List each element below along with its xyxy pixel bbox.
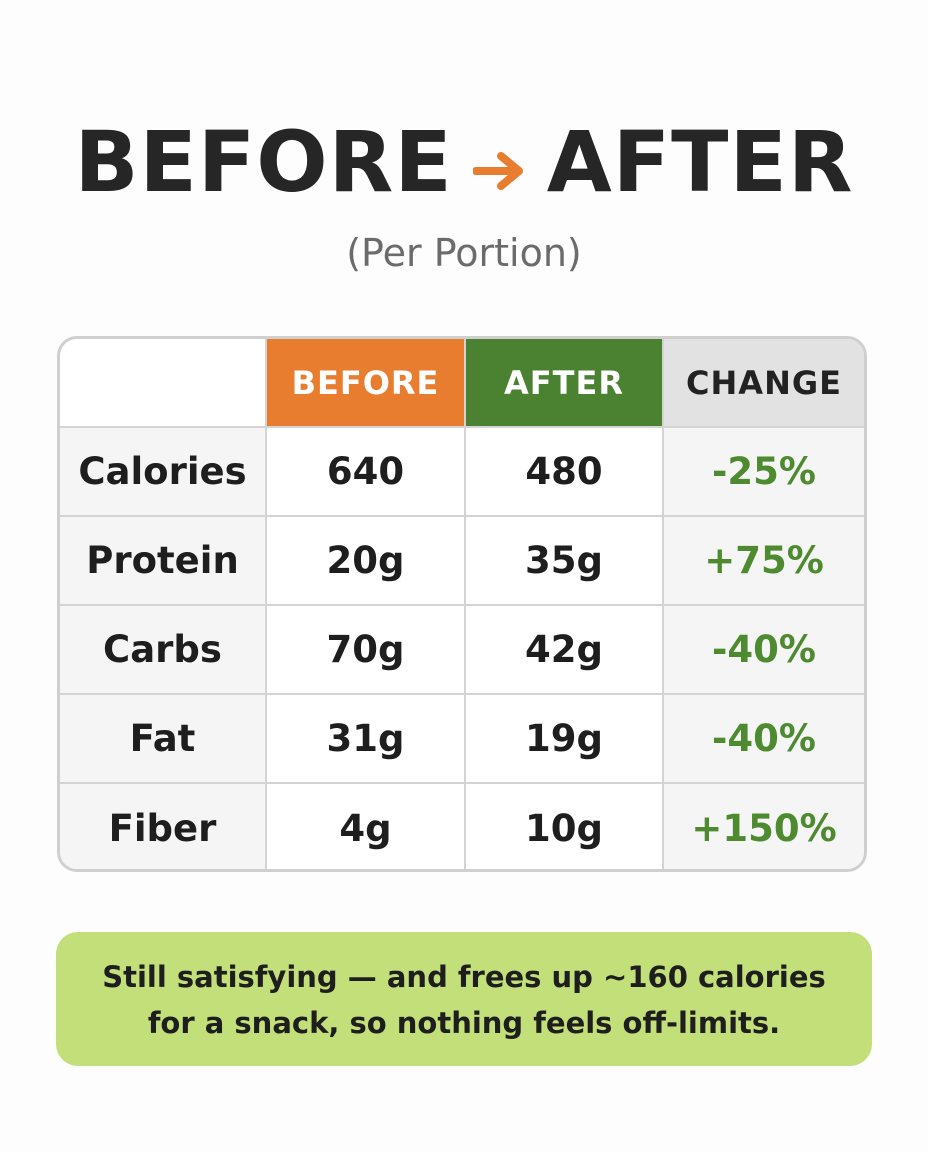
- note-line-1: Still satisfying — and frees up ~160 cal…: [102, 960, 826, 994]
- header-after: AFTER: [464, 339, 664, 428]
- header-before: BEFORE: [265, 339, 466, 428]
- after-value: 19g: [464, 693, 664, 784]
- title-after: AFTER: [546, 113, 854, 211]
- before-value: 4g: [265, 782, 466, 869]
- row-label: Carbs: [60, 604, 267, 695]
- before-value: 640: [265, 426, 466, 517]
- after-value: 10g: [464, 782, 664, 869]
- summary-note: Still satisfying — and frees up ~160 cal…: [56, 932, 872, 1066]
- header-blank: [60, 339, 267, 428]
- table-row: Fat 31g 19g -40%: [60, 693, 864, 784]
- change-value: +150%: [662, 782, 864, 869]
- change-value: +75%: [662, 515, 864, 606]
- before-value: 31g: [265, 693, 466, 784]
- table-row: Fiber 4g 10g +150%: [60, 782, 864, 869]
- change-value: -40%: [662, 693, 864, 784]
- row-label: Calories: [60, 426, 267, 517]
- before-value: 70g: [265, 604, 466, 695]
- table-row: Calories 640 480 -25%: [60, 426, 864, 517]
- table-row: Carbs 70g 42g -40%: [60, 604, 864, 695]
- title-before: BEFORE: [74, 113, 453, 211]
- after-value: 480: [464, 426, 664, 517]
- table-row: Protein 20g 35g +75%: [60, 515, 864, 606]
- row-label: Protein: [60, 515, 267, 606]
- before-value: 20g: [265, 515, 466, 606]
- row-label: Fiber: [60, 782, 267, 869]
- page-title: BEFORE AFTER: [0, 112, 928, 218]
- note-line-2: for a snack, so nothing feels off-limits…: [147, 1006, 781, 1040]
- table-header-row: BEFORE AFTER CHANGE: [60, 339, 864, 428]
- after-value: 42g: [464, 604, 664, 695]
- subtitle: (Per Portion): [346, 231, 582, 275]
- change-value: -40%: [662, 604, 864, 695]
- arrow-right-icon: [471, 112, 525, 212]
- row-label: Fat: [60, 693, 267, 784]
- change-value: -25%: [662, 426, 864, 517]
- header-change: CHANGE: [662, 339, 864, 428]
- comparison-table: BEFORE AFTER CHANGE Calories 640 480 -25…: [57, 336, 867, 872]
- after-value: 35g: [464, 515, 664, 606]
